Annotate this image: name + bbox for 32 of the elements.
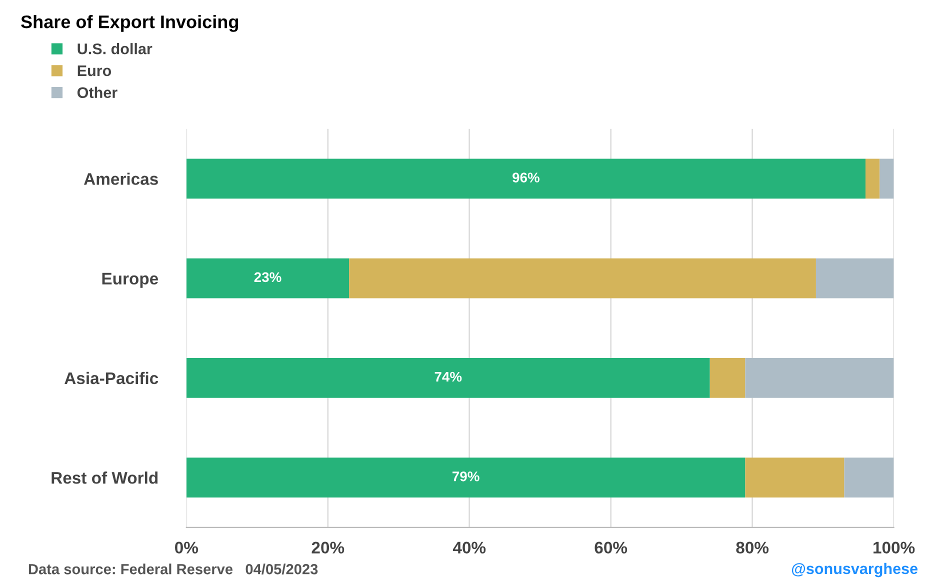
legend-label: Other <box>77 86 118 98</box>
bar <box>186 158 866 199</box>
x-tick-label: 40% <box>452 542 486 554</box>
data-label: 23% <box>254 272 282 282</box>
legend-label: U.S. dollar <box>78 43 152 54</box>
bar <box>186 358 710 398</box>
data-label: 79% <box>452 471 480 482</box>
x-tick-label: 0% <box>175 542 198 554</box>
bar <box>710 358 746 398</box>
text: @sonusvarghese <box>792 562 918 578</box>
bar <box>816 258 894 298</box>
data-label: 96% <box>512 172 540 182</box>
x-tick-label: 60% <box>594 542 628 554</box>
data-label: 74% <box>434 372 462 382</box>
y-tick-label: Rest of World <box>52 472 158 484</box>
legend-label: Euro <box>78 65 112 76</box>
bar <box>186 458 746 498</box>
chart-title: Share of Export Invoicing <box>21 14 238 32</box>
y-tick-label: Americas <box>84 172 158 185</box>
bar <box>844 458 894 498</box>
bar <box>865 158 880 199</box>
x-tick-label: 100% <box>874 542 915 554</box>
y-tick-label: Europe <box>102 272 158 288</box>
x-tick-label: 20% <box>312 542 344 554</box>
y-tick-label: Asia-Pacific <box>64 372 158 384</box>
x-tick-label: 80% <box>736 542 769 554</box>
bar <box>186 258 350 298</box>
bar <box>745 358 894 398</box>
bar <box>880 158 894 199</box>
bar <box>745 458 844 498</box>
bar <box>349 258 816 298</box>
source-note: Data source: Federal Reserve 04/05/2023 <box>28 564 318 574</box>
